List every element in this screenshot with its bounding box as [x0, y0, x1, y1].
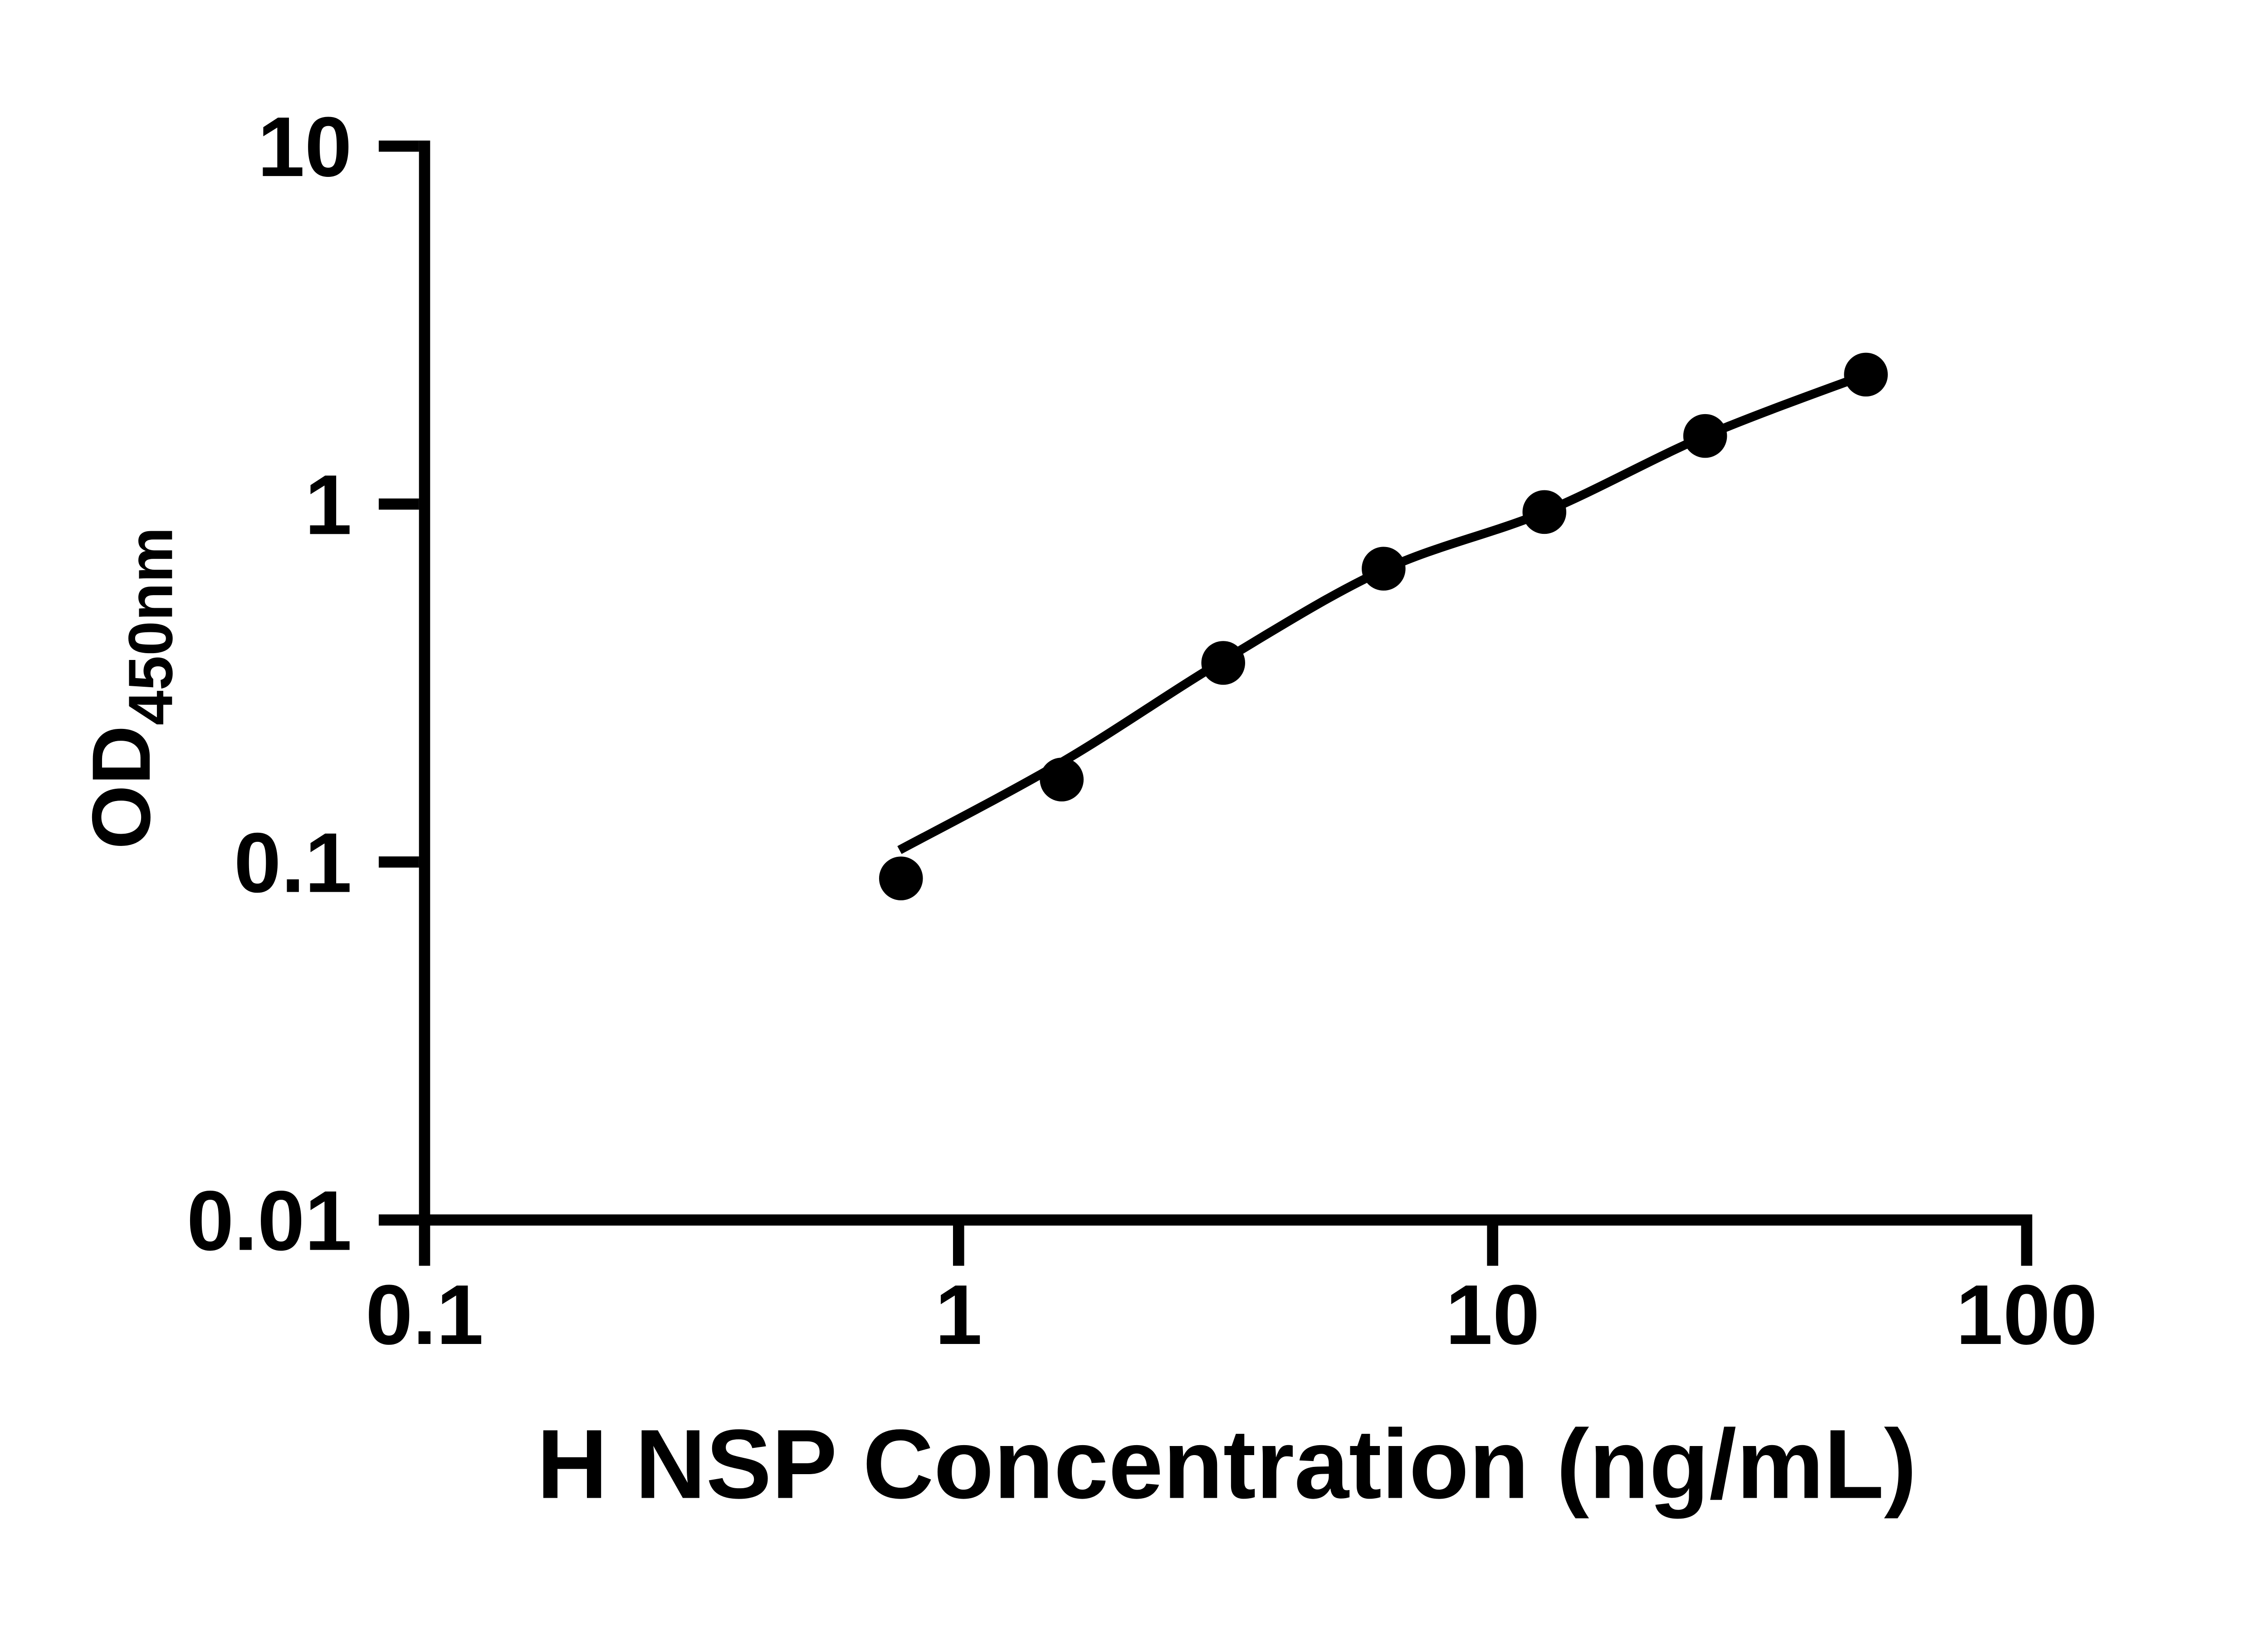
x-tick-label-0.1: 0.1	[366, 1267, 484, 1362]
y-axis-title-subscript: 450nm	[116, 527, 186, 725]
y-tick-label-1: 1	[305, 457, 352, 552]
data-point	[1040, 757, 1084, 801]
y-axis-title: OD450nm	[75, 527, 186, 849]
y-tick-label-0.01: 0.01	[187, 1173, 352, 1268]
data-point	[1201, 641, 1246, 685]
x-axis-title: H NSP Concentration (ng/mL)	[537, 1409, 1916, 1519]
data-point	[1522, 490, 1567, 534]
x-tick-label-100: 100	[1956, 1267, 2097, 1362]
data-point	[1844, 352, 1888, 397]
x-tick-label-10: 10	[1446, 1267, 1540, 1362]
y-tick-label-10: 10	[258, 99, 352, 194]
data-point	[1362, 547, 1406, 591]
x-tick-label-1: 1	[935, 1267, 982, 1362]
y-axis-title-main: OD	[75, 725, 167, 849]
data-point	[879, 856, 923, 900]
y-tick-label-0.1: 0.1	[234, 815, 352, 910]
data-point	[1683, 414, 1727, 458]
